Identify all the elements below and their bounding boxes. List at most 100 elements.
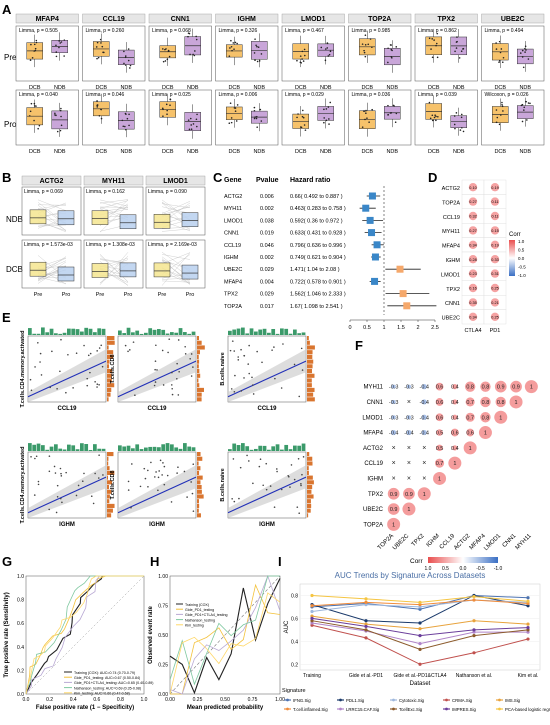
data-point: [127, 59, 130, 62]
data-point: [125, 128, 127, 131]
data-point: [161, 474, 163, 476]
calibration-curve: [169, 578, 281, 695]
series-point: [472, 651, 476, 655]
gene-name: TPX2: [224, 292, 238, 298]
data-point: [521, 120, 524, 123]
plot-frame: [348, 25, 412, 82]
data-point: [365, 112, 367, 115]
corr-value: ×: [422, 460, 426, 467]
marginal-bar: [307, 378, 312, 383]
data-point: [37, 341, 39, 344]
data-point: [324, 59, 327, 62]
corr-circle: [465, 412, 475, 422]
marginal-bar: [307, 456, 313, 461]
corr-value: ×: [392, 445, 396, 452]
data-point: [387, 104, 389, 107]
data-point: [164, 60, 167, 62]
marginal-bar: [62, 449, 67, 451]
corr-circle: [406, 384, 411, 389]
x-tick-label: 0.4: [70, 697, 77, 703]
corr-circle: [464, 381, 476, 392]
data-point: [65, 471, 67, 474]
data-point: [56, 130, 59, 133]
x-tick-label: Gide et al.-PD1: [349, 673, 383, 679]
stat-label: Limma, p = 2.169e-03: [148, 242, 197, 248]
series-point: [472, 595, 476, 599]
marginal-bar: [93, 444, 97, 451]
data-point: [121, 119, 124, 122]
stat-label: Limma, p = 0.046: [86, 92, 125, 98]
data-point: [155, 344, 157, 347]
data-point: [164, 48, 166, 51]
plot-frame: [25, 575, 145, 695]
data-point: [261, 361, 263, 364]
data-point: [364, 43, 367, 46]
hazard-ratio: 0.463( 0.283 to 0.758 ): [290, 206, 346, 212]
corr-value: 1: [392, 522, 395, 528]
marginal-bar: [107, 392, 111, 397]
gene-label: LMOD1: [301, 16, 326, 23]
x-tick-label: Kim et al.: [518, 673, 539, 679]
marginal-bar: [236, 328, 241, 335]
marginal-bar: [280, 449, 284, 451]
data-point: [147, 469, 149, 472]
marginal-bar: [75, 329, 80, 335]
series-point: [418, 627, 422, 631]
pvalue: 0.002: [260, 206, 274, 212]
data-point: [75, 352, 78, 355]
stat-label: Limma, p = 0.039: [418, 92, 457, 98]
data-point: [177, 339, 180, 341]
group-label: DCB: [228, 85, 240, 91]
corr-circle: [466, 428, 475, 437]
data-point: [390, 44, 392, 46]
data-point: [59, 42, 62, 44]
hazard-ratio: 0.722( 0.578 to 0.901 ): [290, 279, 346, 285]
data-point: [229, 349, 232, 352]
data-point: [56, 495, 59, 498]
marginal-bar: [174, 332, 179, 335]
col-label: TPX2: [411, 533, 426, 548]
stat-label: Limma, p = 1.573e-03: [24, 242, 73, 248]
group-label: Pre: [158, 292, 167, 298]
legend-label: TcellExc.Sig: [399, 707, 423, 712]
data-point: [262, 484, 264, 487]
group-label: NDB: [54, 85, 66, 91]
marginal-bar: [249, 328, 254, 335]
marginal-bar: [58, 448, 63, 451]
series-point: [310, 621, 314, 625]
gene-label: ACTG2: [40, 178, 64, 185]
corr-circle: [468, 283, 478, 293]
gene-name: CCL19: [224, 243, 241, 249]
data-point: [231, 49, 233, 52]
marginal-bar: [165, 333, 170, 335]
marginal-bar: [197, 499, 199, 504]
data-point: [168, 338, 171, 340]
marginal-bar: [174, 447, 179, 451]
data-point: [259, 458, 262, 460]
data-point: [35, 41, 38, 44]
series-point: [418, 605, 422, 609]
x-tick-label: Training: [303, 673, 321, 679]
marginal-bar: [88, 328, 93, 335]
data-point: [98, 347, 101, 349]
data-point: [131, 463, 133, 465]
legend-title: Signature: [282, 688, 306, 694]
group-label: NDB: [453, 85, 465, 91]
data-point: [387, 61, 389, 64]
data-point: [167, 50, 170, 52]
row-label: TPX2: [368, 492, 384, 498]
data-point: [256, 350, 258, 353]
data-point: [252, 482, 254, 485]
data-point: [55, 55, 58, 58]
data-point: [431, 114, 434, 117]
series-point: [526, 630, 530, 634]
corr-value: 0.10: [469, 186, 476, 190]
data-point: [59, 497, 62, 500]
data-point: [371, 108, 373, 111]
corr-value: -0.3: [404, 415, 413, 421]
panel-a-pre-label: Pre: [4, 53, 17, 62]
series-point: [310, 623, 314, 627]
marginal-bar: [307, 513, 309, 518]
panel-c-header-gene: Gene: [224, 177, 242, 184]
data-point: [154, 360, 157, 362]
